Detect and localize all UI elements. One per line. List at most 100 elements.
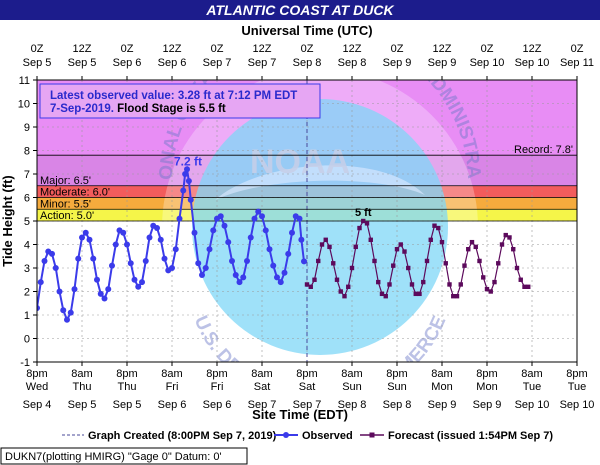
forecast-point: [518, 277, 523, 282]
observed-point: [64, 316, 70, 323]
observed-point: [195, 260, 202, 267]
top-tick-time: 12Z: [253, 43, 272, 55]
observed-point: [161, 255, 168, 262]
forecast-point: [417, 291, 422, 297]
x-tick-date: Sep 7: [293, 399, 322, 411]
forecast-point: [331, 261, 336, 266]
forecast-point: [488, 289, 493, 294]
forecast-point: [312, 277, 317, 282]
forecast-point: [473, 244, 478, 250]
observed-point: [56, 288, 63, 295]
observed-point: [135, 283, 142, 290]
threshold-label: Moderate: 6.0': [40, 187, 110, 199]
x-tick-day: Mon: [431, 381, 452, 393]
x-tick-day: Sat: [299, 381, 316, 393]
forecast-point: [353, 244, 358, 250]
observed-point: [97, 290, 104, 297]
forecast-point: [338, 289, 343, 294]
forecast-point: [364, 221, 370, 226]
forecast-point: [349, 265, 355, 271]
y-tick-label: 11: [19, 75, 30, 87]
observed-point: [60, 307, 67, 314]
forecast-point: [424, 258, 430, 264]
observed-point: [262, 227, 269, 234]
station-footer: DUKN7(plotting HMIRG) "Gage 0" Datum: 0': [5, 451, 222, 463]
x-tick-time: 8am: [341, 368, 362, 380]
y-tick-label: 9: [24, 122, 30, 134]
y-tick-label: 8: [24, 146, 30, 158]
x-tick-time: 8am: [521, 368, 542, 380]
observed-point: [289, 229, 295, 236]
observed-point: [210, 227, 217, 234]
y-tick-label: 0: [24, 334, 30, 346]
x-tick-time: 8am: [161, 368, 182, 380]
title-bar: [0, 0, 600, 20]
forecast-point: [402, 249, 407, 254]
y-axis-title: Tide Height (ft): [0, 175, 15, 266]
forecast-point: [443, 261, 448, 266]
legend-forecast-marker: [369, 432, 375, 438]
x-axis-title: Site Time (EDT): [252, 407, 348, 422]
x-tick-day: Mon: [476, 381, 497, 393]
top-tick-date: Sep 5: [23, 57, 52, 69]
observed-point: [270, 262, 277, 269]
x-tick-day: Sun: [342, 381, 362, 393]
forecast-point: [492, 279, 497, 285]
observed-point: [274, 274, 280, 281]
observed-point: [172, 246, 179, 253]
forecast-point: [499, 242, 505, 247]
observed-point: [206, 246, 213, 253]
legend-forecast: Forecast (issued 1:54PM Sep 7): [388, 430, 553, 442]
observed-point: [86, 236, 93, 243]
x-tick-date: Sep 9: [473, 399, 502, 411]
observed-point: [244, 257, 250, 264]
x-tick-time: 8pm: [476, 368, 497, 380]
forecast-point: [466, 247, 471, 252]
y-tick-label: -1: [20, 357, 30, 369]
top-tick-time: 12Z: [163, 43, 182, 55]
x-tick-day: Sun: [387, 381, 407, 393]
observed-point: [221, 222, 228, 229]
observed-point: [79, 234, 85, 241]
forecast-point: [383, 294, 388, 299]
peak-observed-label: 7.2 ft: [174, 154, 202, 168]
y-tick-label: 6: [24, 193, 30, 205]
y-tick-label: 7: [24, 169, 30, 181]
observed-point: [301, 258, 307, 265]
observed-point: [191, 229, 198, 236]
x-tick-date: Sep 5: [68, 399, 97, 411]
observed-point: [37, 279, 44, 286]
x-tick-time: 8pm: [566, 368, 587, 380]
top-tick-date: Sep 10: [470, 57, 505, 69]
observed-point: [105, 286, 112, 293]
x-tick-time: 8pm: [386, 368, 407, 380]
seal-noaa-text: NOAA: [250, 143, 350, 181]
forecast-point: [428, 237, 433, 242]
forecast-point: [454, 294, 460, 299]
top-tick-time: 0Z: [571, 43, 584, 55]
observed-point: [202, 265, 209, 271]
forecast-point: [462, 263, 467, 268]
x-tick-date: Sep 6: [158, 399, 187, 411]
observed-point: [169, 265, 175, 271]
x-tick-time: 8pm: [26, 368, 47, 380]
observed-point: [82, 229, 89, 236]
forecast-point: [413, 291, 418, 297]
observed-point: [120, 229, 127, 236]
legend: Graph Created (8:00PM Sep 7, 2019) Obser…: [62, 430, 553, 442]
x-tick-day: Fri: [211, 381, 224, 393]
top-tick-time: 0Z: [121, 43, 134, 55]
top-tick-date: Sep 8: [293, 57, 322, 69]
forecast-point: [496, 261, 501, 266]
forecast-point: [432, 223, 437, 228]
y-axis: -1 0 1 2 3 4 5 6 7 8 9 10 11: [18, 75, 37, 369]
legend-graph-created: Graph Created (8:00PM Sep 7, 2019): [88, 430, 277, 442]
x-tick-time: 8pm: [206, 368, 227, 380]
forecast-point: [511, 247, 516, 252]
top-tick-date: Sep 9: [383, 57, 412, 69]
threshold-labels: Record: 7.8' Major: 6.5'Moderate: 6.0'Min…: [37, 144, 577, 222]
legend-observed: Observed: [302, 430, 353, 442]
info-flood-text: Flood Stage is 5.5 ft: [114, 103, 226, 115]
forecast-point: [327, 244, 332, 250]
